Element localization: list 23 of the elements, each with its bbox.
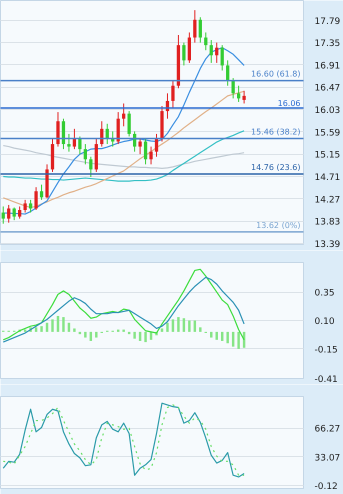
y-tick-label: -0.12: [314, 482, 338, 492]
y-tick-label: -0.41: [314, 375, 338, 385]
ref-line-label: 13.62 (0%): [256, 220, 301, 230]
ref-line-label: 14.76 (23.6): [251, 162, 300, 172]
y-tick-label: 16.47: [314, 84, 340, 94]
ref-line-label: 15.46 (38.2): [251, 127, 300, 136]
y-tick-label: 13.83: [314, 218, 340, 228]
y-tick-label: 17.79: [314, 16, 341, 27]
y-tick-label: 15.59: [314, 128, 341, 138]
y-tick-label: 16.03: [314, 106, 340, 116]
y-tick-label: 13.39: [314, 240, 341, 250]
y-tick-label: 33.07: [314, 453, 340, 464]
y-tick-label: 66.27: [314, 424, 340, 435]
y-tick-label: 14.27: [314, 195, 340, 206]
y-tick-label: -0.15: [314, 345, 338, 356]
y-tick-label: 17.35: [314, 39, 340, 50]
y-tick-label: 15.15: [314, 150, 340, 161]
y-tick-label: 16.91: [314, 61, 340, 72]
ref-line-label: 16.60 (61.8): [251, 70, 300, 79]
y-tick-label: 14.71: [314, 173, 340, 184]
y-tick-label: 0.35: [314, 288, 335, 299]
y-tick-label: 0.10: [314, 317, 335, 327]
ref-line-label: 16.06: [278, 99, 301, 108]
